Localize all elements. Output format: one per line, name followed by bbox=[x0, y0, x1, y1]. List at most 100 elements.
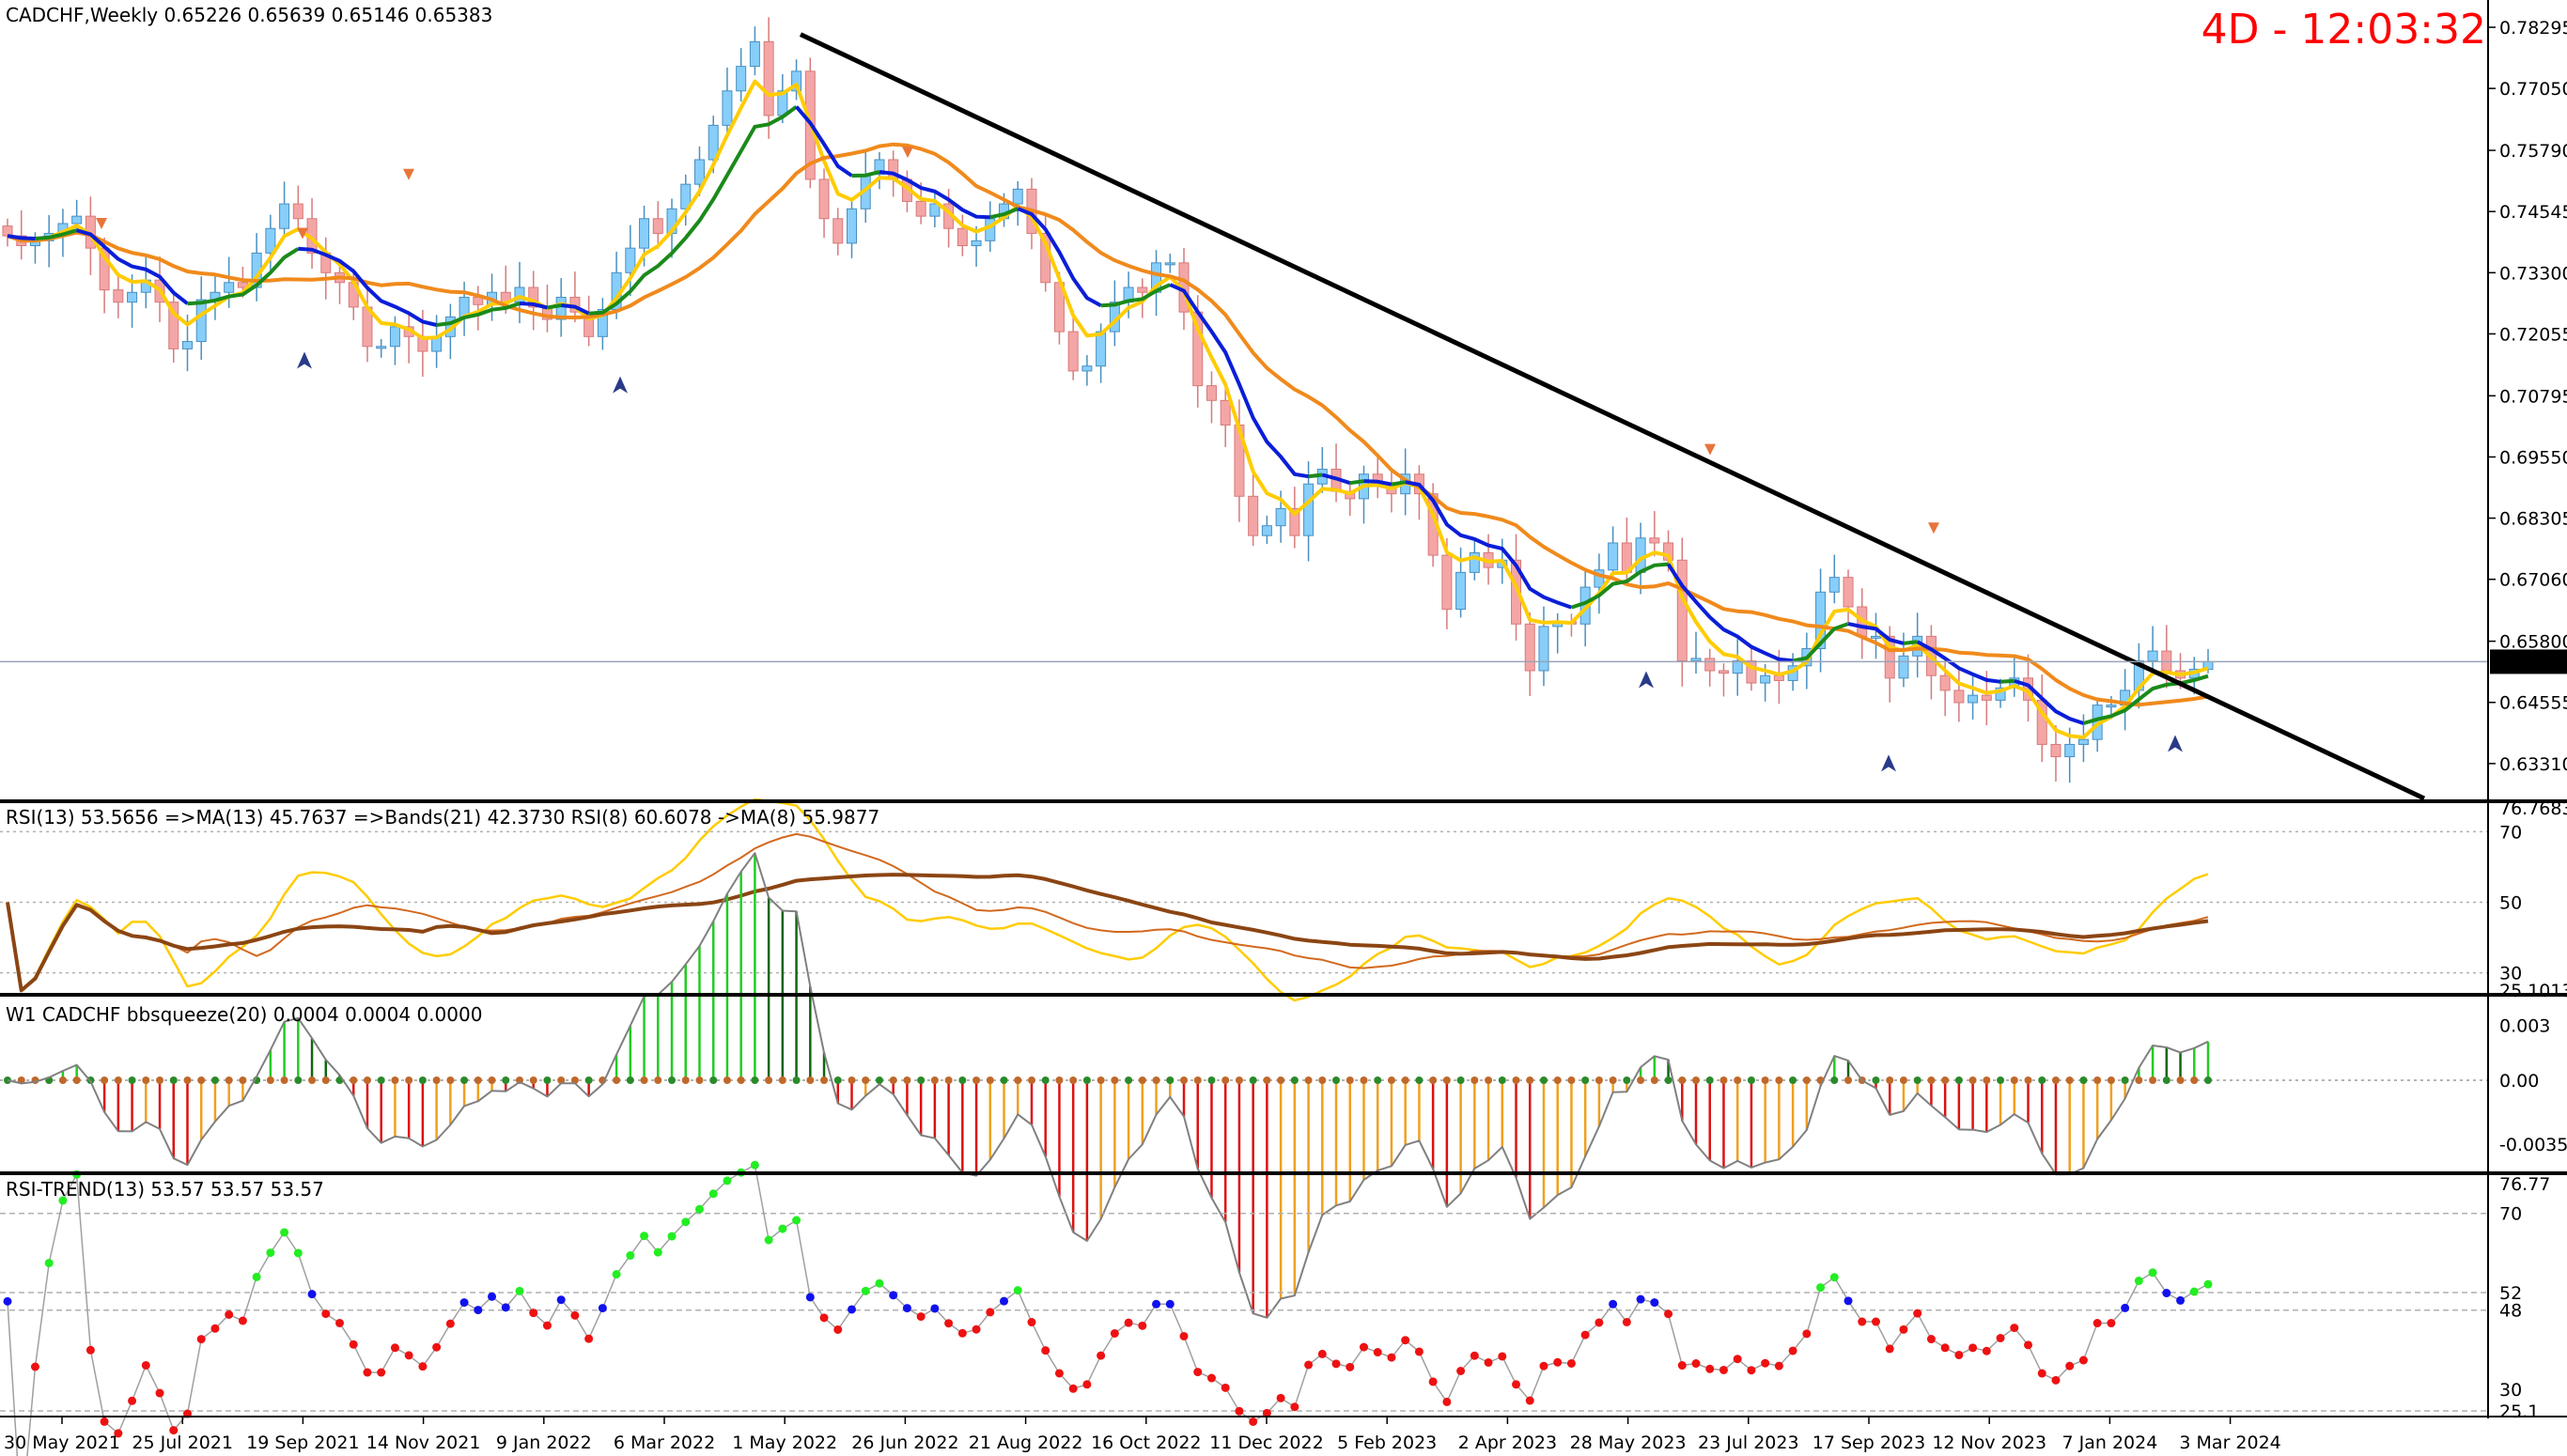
time-axis-label: 28 May 2023 bbox=[1570, 1433, 1687, 1453]
bbs-squeeze-dot bbox=[833, 1077, 842, 1084]
time-axis-label: 2 Apr 2023 bbox=[1458, 1433, 1557, 1453]
bbs-squeeze-dot bbox=[1844, 1077, 1853, 1084]
trend-ma-up-segment bbox=[989, 207, 1019, 220]
fractal-down-arrow bbox=[902, 147, 913, 159]
trend-ma-down-segment bbox=[795, 105, 853, 178]
price-axis-label: 0.73300 bbox=[2499, 263, 2567, 284]
rsi-trend-dot bbox=[515, 1286, 524, 1295]
candle-body bbox=[971, 240, 982, 247]
rsi-trend-dot bbox=[944, 1319, 954, 1328]
time-axis-label: 30 May 2021 bbox=[4, 1433, 120, 1453]
fractal-down-arrow bbox=[403, 168, 414, 180]
candle-body bbox=[722, 90, 733, 126]
bbs-squeeze-dot bbox=[488, 1077, 496, 1084]
bbs-squeeze-dot bbox=[197, 1077, 206, 1084]
bbs-squeeze-dot bbox=[1097, 1077, 1105, 1084]
candle-body bbox=[279, 203, 290, 229]
trend-ma-down-segment bbox=[560, 303, 590, 316]
bbsqueeze-panel bbox=[0, 852, 2488, 1319]
bbs-squeeze-dot bbox=[1374, 1077, 1382, 1084]
trend-ma-down-segment bbox=[76, 228, 189, 305]
rsi-trend-dot bbox=[252, 1272, 261, 1281]
trend-axis-label: 70 bbox=[2499, 1204, 2522, 1225]
bbs-squeeze-dot bbox=[917, 1077, 926, 1084]
candle-body bbox=[2064, 743, 2076, 758]
candle-body bbox=[265, 227, 276, 254]
rsi-trend-dot bbox=[44, 1259, 54, 1268]
bbs-squeeze-dot bbox=[1997, 1077, 2005, 1084]
bbs-squeeze-dot bbox=[2024, 1077, 2032, 1084]
time-axis-label: 3 Mar 2024 bbox=[2179, 1433, 2280, 1453]
rsi-trend-dot bbox=[266, 1248, 275, 1258]
rsi-trend-dot bbox=[1595, 1318, 1604, 1327]
rsi-trend-dot bbox=[1954, 1350, 1964, 1359]
candle-body bbox=[71, 215, 83, 225]
rsi-trend-dot bbox=[280, 1228, 289, 1237]
price-axis-label: 0.72055 bbox=[2499, 324, 2567, 345]
time-axis-label: 1 May 2022 bbox=[732, 1433, 837, 1453]
rsi-trend-dot bbox=[1982, 1346, 1991, 1355]
rsi-trend-dot bbox=[1733, 1355, 1742, 1364]
bbs-squeeze-dot bbox=[1152, 1077, 1160, 1084]
rsi-trend-dot bbox=[169, 1426, 179, 1435]
bbs-squeeze-dot bbox=[626, 1077, 634, 1084]
candle-body bbox=[652, 218, 663, 234]
candle-body bbox=[113, 289, 124, 303]
bbs-squeeze-dot bbox=[1747, 1077, 1755, 1084]
price-axis-label: 0.70795 bbox=[2499, 386, 2567, 407]
rsi-trend-dot bbox=[196, 1335, 206, 1344]
rsi-trend-dot bbox=[1858, 1317, 1867, 1326]
trend-ma-down-segment bbox=[298, 246, 438, 327]
bbs-squeeze-dot bbox=[1678, 1077, 1687, 1084]
rsi-trend-dot bbox=[1774, 1361, 1783, 1371]
candle-body bbox=[1676, 559, 1688, 662]
fractal-up-arrow bbox=[1881, 754, 1896, 772]
rsi-trend-dot bbox=[404, 1351, 413, 1360]
candle-body bbox=[749, 40, 760, 68]
price-axis-label: 0.64555 bbox=[2499, 693, 2567, 714]
candle-body bbox=[1898, 655, 1909, 679]
candle-body bbox=[680, 183, 692, 209]
rsi-trend-dot bbox=[1525, 1396, 1534, 1405]
bbs-squeeze-dot bbox=[266, 1077, 274, 1084]
rsi-trend-dot bbox=[501, 1303, 510, 1312]
bbs-squeeze-dot bbox=[1166, 1077, 1175, 1084]
rsi-trend-dot bbox=[1027, 1318, 1036, 1327]
trend-ma-up-segment bbox=[2082, 674, 2209, 725]
bbs-squeeze-dot bbox=[1734, 1077, 1742, 1084]
time-axis-label: 14 Nov 2021 bbox=[366, 1433, 481, 1453]
rsi-trend-dot bbox=[2010, 1324, 2019, 1333]
bbs-squeeze-dot bbox=[1290, 1077, 1299, 1084]
moving-average-fast bbox=[7, 79, 2209, 739]
bbs-squeeze-dot bbox=[1193, 1077, 1202, 1084]
bbs-squeeze-dot bbox=[681, 1077, 690, 1084]
bbs-squeeze-dot bbox=[944, 1077, 953, 1084]
bbs-squeeze-dot bbox=[1526, 1077, 1534, 1084]
candle-body bbox=[1608, 542, 1619, 571]
bbs-squeeze-dot bbox=[1650, 1077, 1658, 1084]
trend-ma-down-segment bbox=[1321, 472, 1351, 486]
rsi-trend-dot bbox=[1566, 1358, 1576, 1368]
rsi-trend-dot bbox=[307, 1290, 317, 1299]
candle-body bbox=[1538, 626, 1549, 672]
bbs-squeeze-dot bbox=[1802, 1077, 1811, 1084]
candle-body bbox=[929, 203, 941, 217]
rsi-trend-dot bbox=[694, 1204, 704, 1214]
rsi-trend-dot bbox=[542, 1321, 552, 1330]
price-axis-label: 0.75790 bbox=[2499, 141, 2567, 162]
rsi-trend-dot bbox=[819, 1313, 829, 1323]
bbs-squeeze-dot bbox=[958, 1077, 967, 1084]
candle-body bbox=[1828, 577, 1840, 593]
candle-body bbox=[224, 282, 235, 293]
bbs-squeeze-dot bbox=[1221, 1077, 1230, 1084]
rsi-trend-dot bbox=[1068, 1384, 1078, 1393]
bbs-squeeze-dot bbox=[1983, 1077, 1991, 1084]
rsi-axis-label: 30 bbox=[2499, 964, 2522, 984]
rsi-trend-dot bbox=[889, 1291, 898, 1300]
rsi-trend-dot bbox=[2162, 1289, 2171, 1298]
candle-body bbox=[1704, 658, 1716, 672]
bbs-squeeze-dot bbox=[128, 1077, 136, 1084]
bbs-squeeze-dot bbox=[695, 1077, 704, 1084]
rsi-trend-dot bbox=[1705, 1364, 1715, 1373]
bbs-squeeze-dot bbox=[1692, 1077, 1701, 1084]
